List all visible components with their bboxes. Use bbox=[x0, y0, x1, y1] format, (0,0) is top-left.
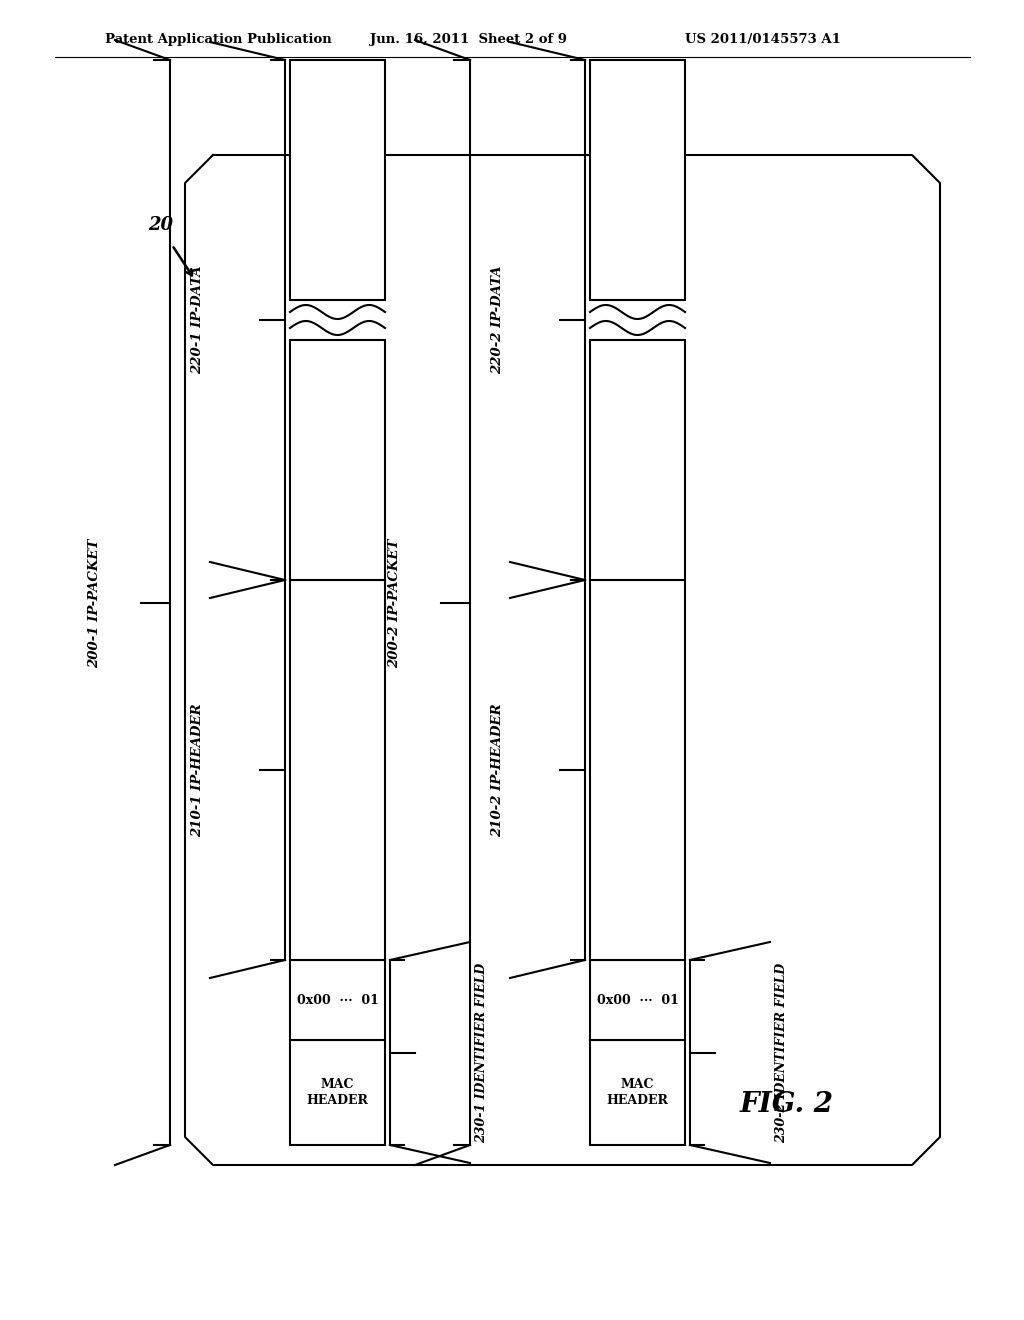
Bar bbox=[590, 960, 685, 1040]
Text: 230-1 IDENTIFIER FIELD: 230-1 IDENTIFIER FIELD bbox=[475, 962, 488, 1143]
Bar bbox=[590, 341, 685, 579]
Bar bbox=[590, 1040, 685, 1144]
Text: 210-1 IP-HEADER: 210-1 IP-HEADER bbox=[191, 704, 205, 837]
Text: 220-2 IP-DATA: 220-2 IP-DATA bbox=[492, 265, 505, 375]
Bar bbox=[290, 341, 385, 579]
Text: MAC
HEADER: MAC HEADER bbox=[306, 1078, 369, 1106]
Bar bbox=[290, 59, 385, 300]
Text: FIG. 2: FIG. 2 bbox=[740, 1092, 834, 1118]
Text: 230-2 IDENTIFIER FIELD: 230-2 IDENTIFIER FIELD bbox=[775, 962, 788, 1143]
Bar bbox=[290, 960, 385, 1040]
Text: Jun. 16, 2011  Sheet 2 of 9: Jun. 16, 2011 Sheet 2 of 9 bbox=[370, 33, 567, 46]
Text: 20: 20 bbox=[148, 216, 173, 234]
Text: 0x00  ···  01: 0x00 ··· 01 bbox=[597, 994, 679, 1006]
Bar bbox=[290, 579, 385, 960]
Text: 210-2 IP-HEADER: 210-2 IP-HEADER bbox=[492, 704, 505, 837]
Text: MAC
HEADER: MAC HEADER bbox=[606, 1078, 669, 1106]
Bar bbox=[290, 1040, 385, 1144]
Text: 200-1 IP-PACKET: 200-1 IP-PACKET bbox=[88, 539, 101, 668]
Bar bbox=[590, 59, 685, 300]
Text: Patent Application Publication: Patent Application Publication bbox=[105, 33, 332, 46]
Text: 220-1 IP-DATA: 220-1 IP-DATA bbox=[191, 265, 205, 375]
Text: 0x00  ···  01: 0x00 ··· 01 bbox=[297, 994, 379, 1006]
Text: US 2011/0145573 A1: US 2011/0145573 A1 bbox=[685, 33, 841, 46]
Text: 200-2 IP-PACKET: 200-2 IP-PACKET bbox=[388, 539, 401, 668]
Bar bbox=[590, 579, 685, 960]
